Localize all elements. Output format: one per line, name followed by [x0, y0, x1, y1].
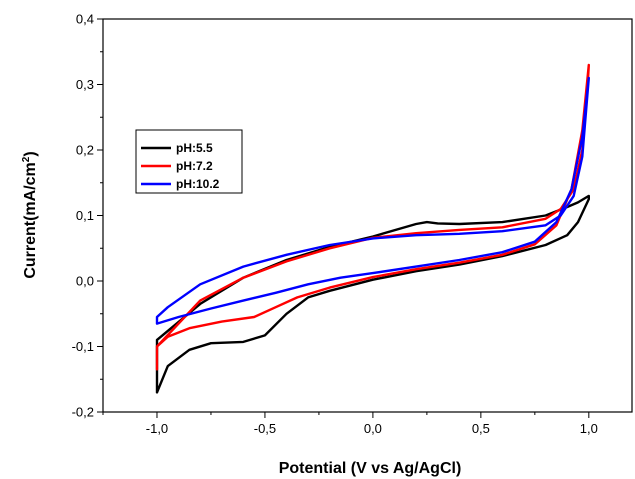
- series-line-2: [155, 63, 590, 371]
- x-tick-label: 1,0: [580, 421, 598, 436]
- y-tick-label: -0,1: [72, 339, 94, 354]
- legend-box: [135, 129, 243, 194]
- x-tick-label: -1,0: [146, 421, 168, 436]
- x-tick-label: 0,5: [472, 421, 490, 436]
- x-axis-ticks: -1,0 -0,5 0,0 0,5 1,0: [102, 412, 598, 436]
- y-axis-title-main: Current(mA/cm: [22, 162, 39, 278]
- curves-group: [155, 63, 590, 394]
- series-line-1: [155, 194, 590, 394]
- legend: pH:5.5 pH:7.2 pH:10.2: [135, 129, 243, 194]
- legend-label-2: pH:7.2: [176, 159, 213, 173]
- y-axis-title-superscript: 2: [21, 156, 32, 162]
- x-tick-label: 0,0: [364, 421, 382, 436]
- x-axis-title: Potential (V vs Ag/AgCl): [279, 460, 462, 477]
- y-axis-title-tail: ): [22, 151, 39, 156]
- legend-label-1: pH:5.5: [176, 141, 213, 155]
- y-tick-label: -0,2: [72, 405, 94, 420]
- series-line-3: [155, 76, 590, 325]
- y-tick-label: 0,2: [76, 143, 94, 158]
- legend-label-3: pH:10.2: [176, 177, 220, 191]
- y-tick-label: 0,4: [76, 12, 94, 27]
- y-axis-title: Current(mA/cm2): [21, 151, 39, 278]
- y-tick-label: 0,1: [76, 208, 94, 223]
- y-axis-ticks: -0,2 -0,1 0,0 0,1 0,2 0,3 0,4: [72, 12, 103, 420]
- y-tick-label: 0,3: [76, 77, 94, 92]
- x-tick-label: -0,5: [254, 421, 276, 436]
- y-tick-label: 0,0: [76, 274, 94, 289]
